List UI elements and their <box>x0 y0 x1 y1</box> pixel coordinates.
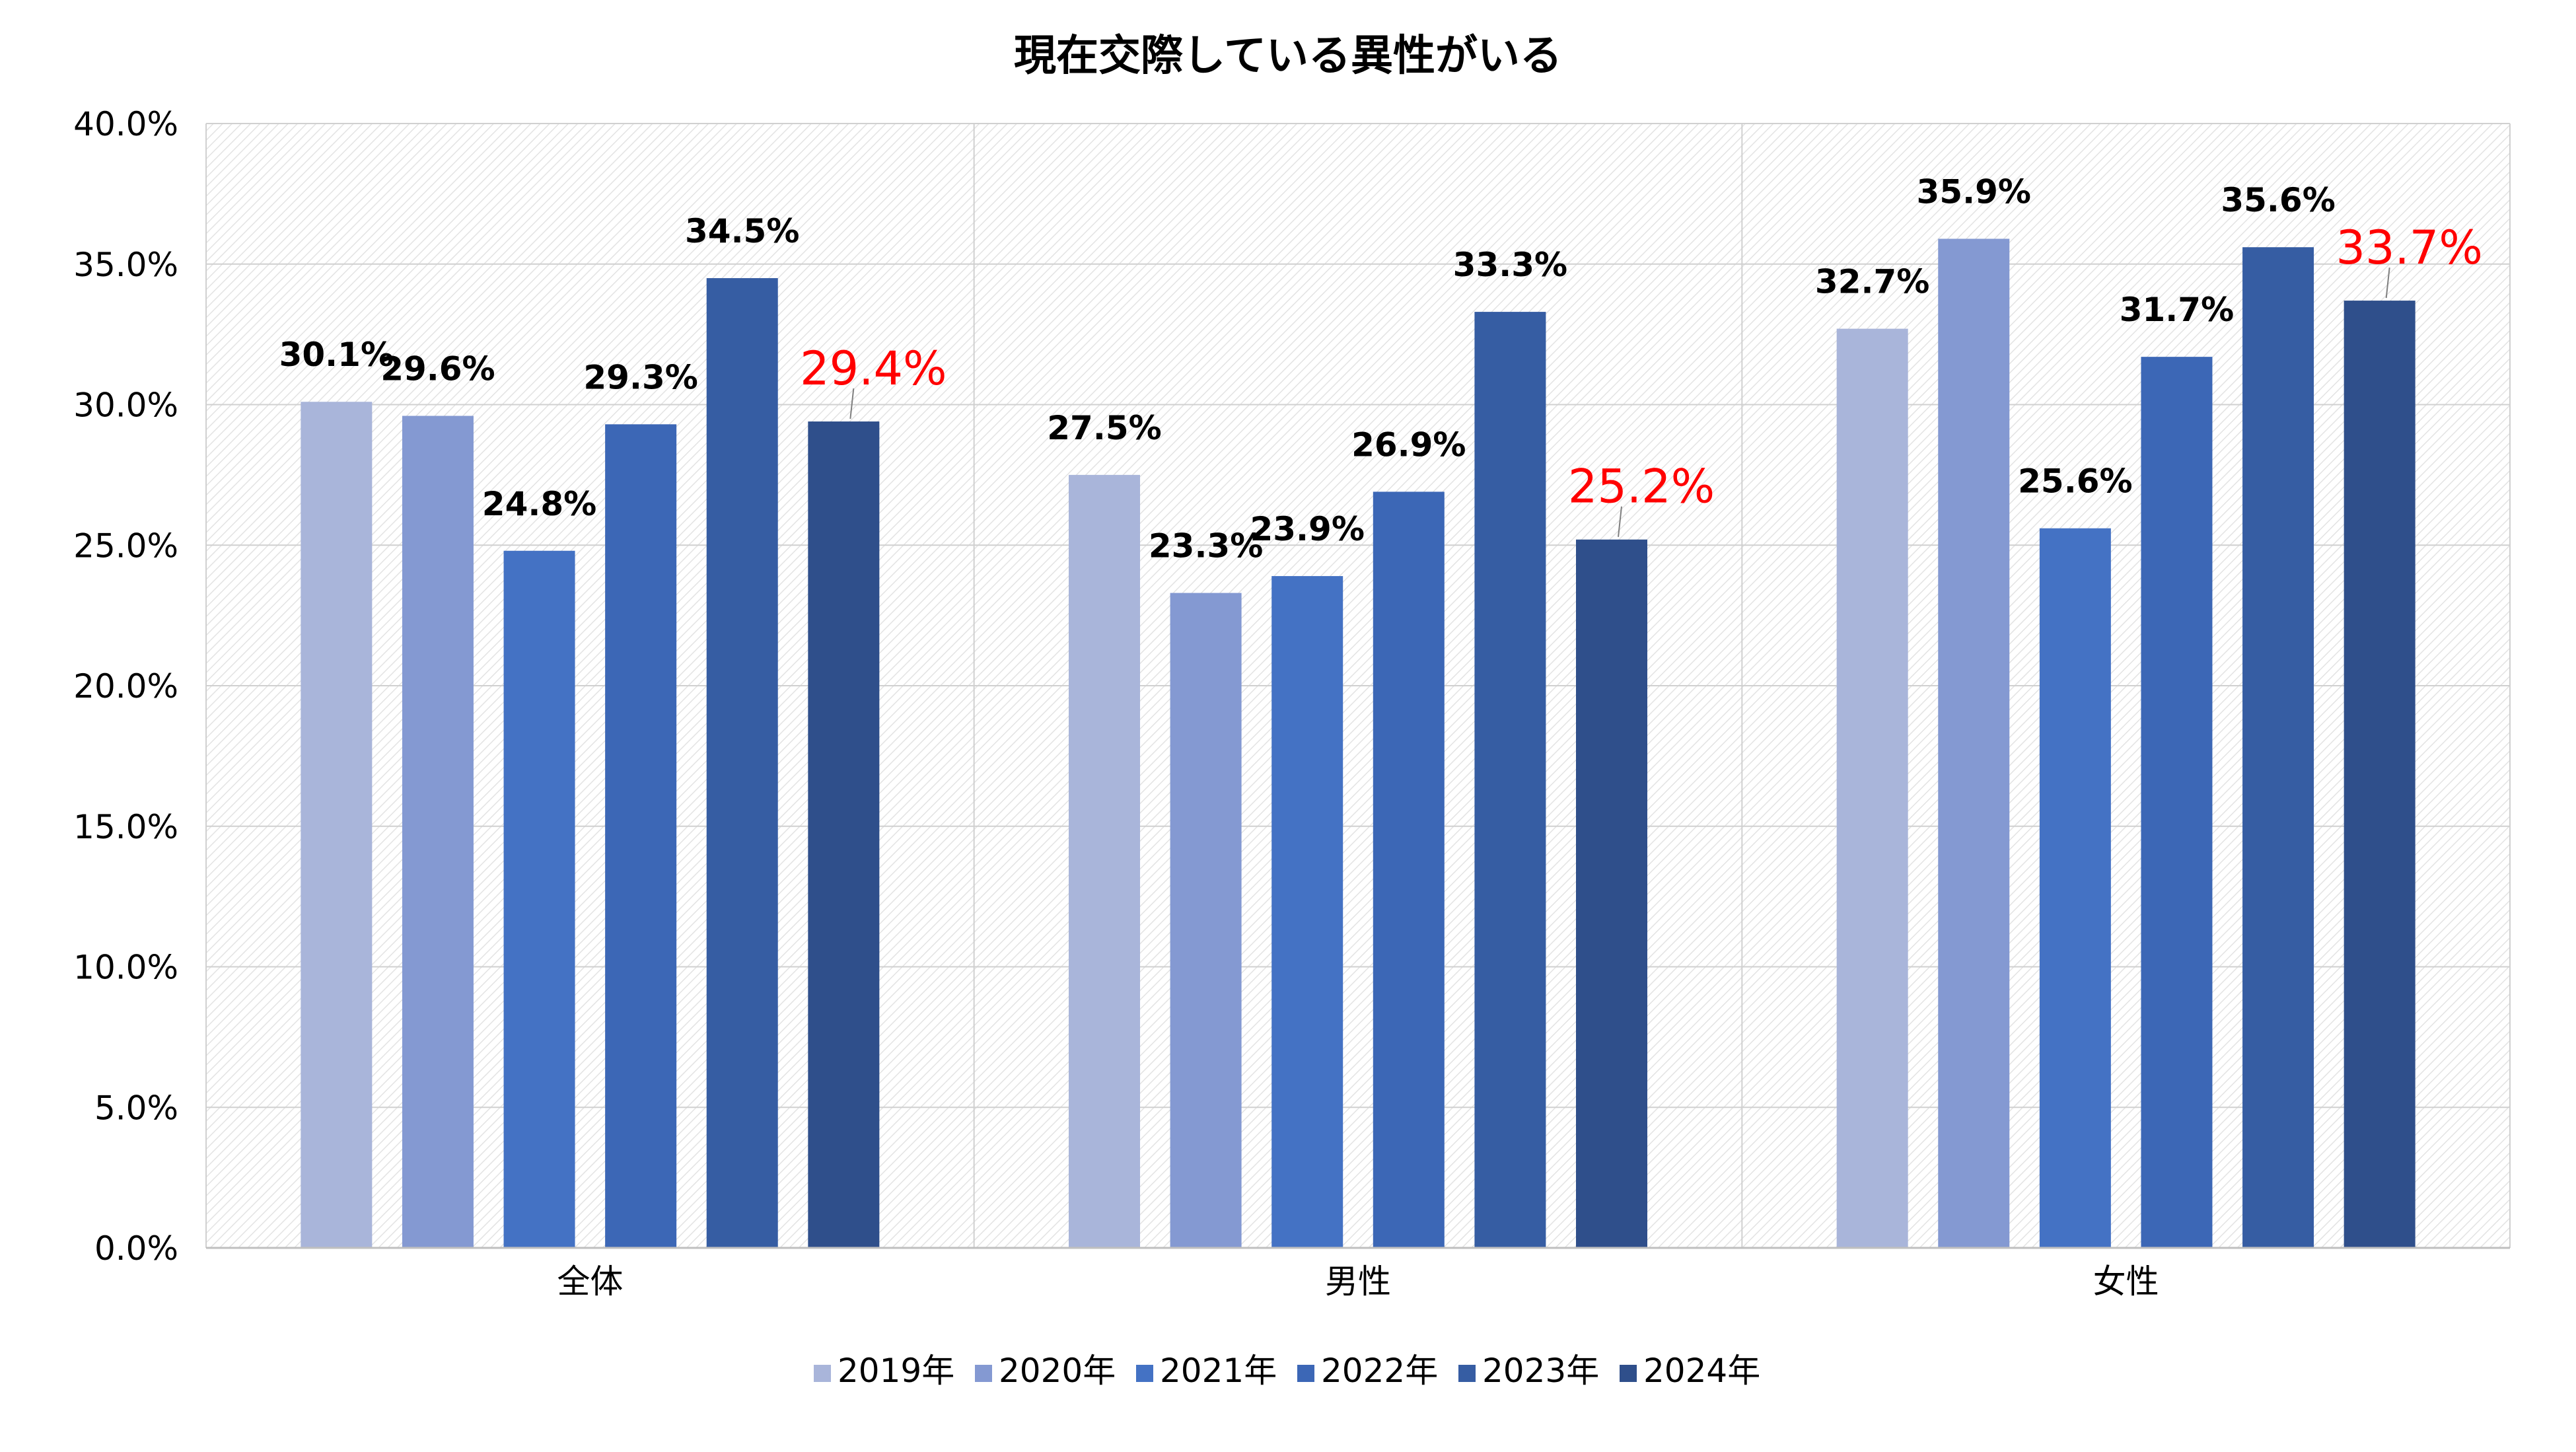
y-tick-label: 35.0% <box>73 246 178 284</box>
y-tick-label: 40.0% <box>73 105 178 143</box>
y-tick-label: 20.0% <box>73 667 178 706</box>
y-tick-label: 10.0% <box>73 949 178 987</box>
y-tick-label: 0.0% <box>94 1229 178 1268</box>
legend-item: 2022年 <box>1297 1352 1438 1390</box>
data-label: 35.9% <box>1917 172 2031 211</box>
legend-swatch <box>814 1365 831 1382</box>
legend-item: 2020年 <box>975 1352 1116 1390</box>
data-label: 29.4% <box>800 342 947 396</box>
bar <box>1271 576 1343 1248</box>
data-label: 23.9% <box>1250 510 1364 548</box>
y-tick-label: 30.0% <box>73 386 178 425</box>
bar <box>301 402 373 1248</box>
data-label-leader <box>2385 267 2390 299</box>
legend-item: 2019年 <box>814 1352 954 1390</box>
bar <box>1069 474 1140 1248</box>
data-label-leader <box>849 388 855 419</box>
legend-label: 2020年 <box>999 1352 1116 1390</box>
bar <box>808 421 880 1248</box>
y-tick-label: 25.0% <box>73 526 178 565</box>
legend-swatch <box>1297 1365 1314 1382</box>
legend-swatch <box>975 1365 992 1382</box>
legend-label: 2019年 <box>838 1352 954 1390</box>
data-label: 30.1% <box>279 336 394 374</box>
legend-item: 2024年 <box>1620 1352 1760 1390</box>
legend-label: 2021年 <box>1160 1352 1277 1390</box>
data-label: 25.2% <box>1568 460 1715 514</box>
bar <box>1474 312 1546 1249</box>
legend-swatch <box>1620 1365 1637 1382</box>
bar <box>1836 328 1908 1248</box>
bar <box>2242 247 2314 1249</box>
bar <box>1373 491 1445 1248</box>
bar <box>2039 528 2111 1248</box>
data-label: 31.7% <box>2120 291 2234 329</box>
data-label: 33.7% <box>2336 221 2482 275</box>
bar <box>1170 593 1242 1248</box>
x-tick-label: 女性 <box>2093 1262 2159 1301</box>
legend-swatch <box>1136 1365 1153 1382</box>
bar <box>1938 238 2010 1249</box>
legend-item: 2021年 <box>1136 1352 1277 1390</box>
chart-title: 現在交際している異性がいる <box>1014 32 1562 81</box>
data-label: 29.6% <box>380 350 495 388</box>
legend-label: 2022年 <box>1321 1352 1438 1390</box>
data-label: 29.3% <box>583 358 698 396</box>
data-label: 34.5% <box>685 212 799 250</box>
legend-item: 2023年 <box>1458 1352 1599 1390</box>
bar <box>605 424 677 1249</box>
bar <box>402 416 474 1248</box>
bar <box>1576 539 1647 1248</box>
data-label: 32.7% <box>1815 263 1929 301</box>
bar <box>706 278 778 1248</box>
data-label: 33.3% <box>1453 246 1567 284</box>
legend-label: 2024年 <box>1643 1352 1760 1390</box>
bar <box>2343 301 2415 1249</box>
y-tick-label: 15.0% <box>73 808 178 846</box>
y-tick-label: 5.0% <box>94 1089 178 1127</box>
data-label: 25.6% <box>2018 462 2132 501</box>
data-label: 23.3% <box>1149 527 1263 565</box>
data-label: 35.6% <box>2221 181 2335 219</box>
data-label: 24.8% <box>482 485 596 523</box>
x-tick-label: 全体 <box>557 1262 623 1301</box>
data-label: 26.9% <box>1351 425 1466 464</box>
data-label: 27.5% <box>1047 409 1161 447</box>
data-label-leader <box>1618 506 1622 537</box>
bar <box>503 550 575 1248</box>
legend-swatch <box>1458 1365 1476 1382</box>
legend-label: 2023年 <box>1482 1352 1599 1390</box>
x-tick-label: 男性 <box>1325 1262 1391 1301</box>
bar <box>2141 357 2213 1248</box>
